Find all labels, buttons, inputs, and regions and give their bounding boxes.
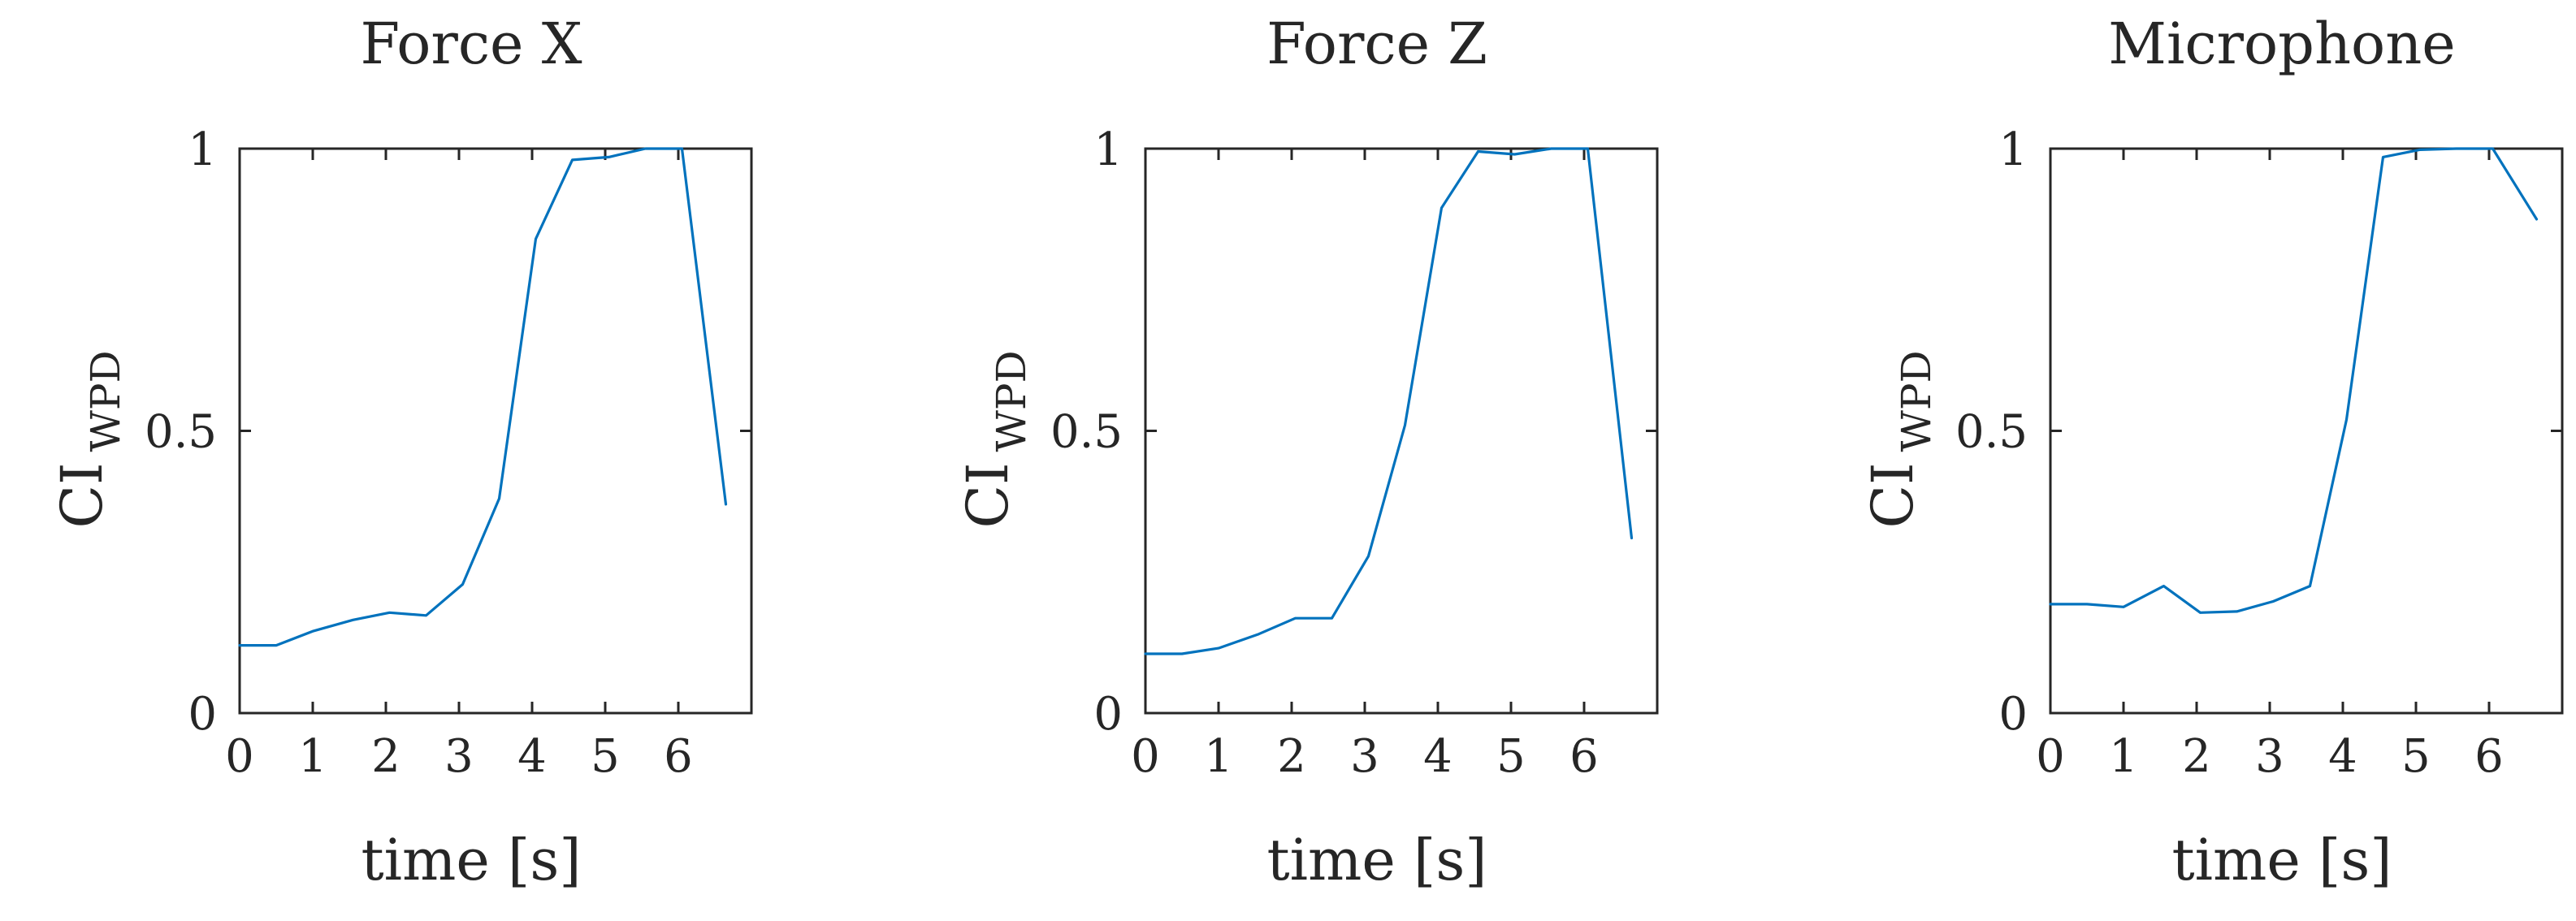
x-axis-label: time [s]	[1266, 827, 1487, 893]
chart-title: Microphone	[2108, 11, 2455, 77]
x-tick-label: 3	[2255, 730, 2284, 783]
y-axis-label-main: CI	[1859, 462, 1926, 528]
plot-frame	[2049, 147, 2564, 715]
y-axis-label-main: CI	[955, 462, 1021, 528]
y-axis-label: CI WPD	[955, 350, 1035, 528]
series-line-0	[1144, 147, 1634, 655]
series-line-0	[238, 147, 728, 647]
x-tick-label: 2	[371, 730, 400, 783]
x-tick-label: 4	[2328, 730, 2357, 783]
x-tick-label: 0	[225, 730, 254, 783]
y-tick-label: 0	[188, 688, 217, 741]
y-axis-label-subscript: WPD	[82, 350, 129, 452]
x-tick-label: 2	[1277, 730, 1306, 783]
y-tick-label: 0.5	[1955, 406, 2028, 459]
plot-frame	[238, 147, 753, 715]
x-tick-label: 3	[444, 730, 474, 783]
x-tick-label: 1	[1204, 730, 1233, 783]
y-tick-label: 1	[188, 123, 217, 176]
series-line-0	[2049, 147, 2539, 614]
x-axis-label: time [s]	[361, 827, 581, 893]
y-axis-label-subscript: WPD	[1893, 350, 1940, 452]
x-tick-label: 2	[2182, 730, 2211, 783]
x-tick-label: 6	[664, 730, 693, 783]
y-tick-label: 0.5	[145, 406, 217, 459]
y-axis-label-subscript: WPD	[988, 350, 1035, 452]
x-tick-label: 4	[1423, 730, 1453, 783]
x-tick-label: 0	[1131, 730, 1160, 783]
x-tick-label: 1	[298, 730, 327, 783]
chart-title: Force Z	[1266, 11, 1487, 77]
y-axis-label: CI WPD	[49, 350, 129, 528]
x-tick-label: 6	[1569, 730, 1599, 783]
x-tick-label: 1	[2109, 730, 2138, 783]
x-tick-label: 5	[591, 730, 620, 783]
y-tick-label: 0.5	[1050, 406, 1123, 459]
y-tick-label: 0	[1093, 688, 1123, 741]
y-axis-label-main: CI	[49, 462, 115, 528]
x-tick-label: 5	[2401, 730, 2431, 783]
y-tick-label: 1	[1093, 123, 1123, 176]
x-axis-label: time [s]	[2171, 827, 2392, 893]
x-tick-label: 5	[1496, 730, 1526, 783]
y-axis-label: CI WPD	[1859, 350, 1940, 528]
chart-title: Force X	[360, 11, 582, 77]
y-tick-label: 0	[1998, 688, 2028, 741]
x-tick-label: 6	[2474, 730, 2504, 783]
x-tick-label: 4	[517, 730, 547, 783]
x-tick-label: 3	[1350, 730, 1379, 783]
plot-frame	[1144, 147, 1659, 715]
y-tick-label: 1	[1998, 123, 2028, 176]
x-tick-label: 0	[2036, 730, 2065, 783]
